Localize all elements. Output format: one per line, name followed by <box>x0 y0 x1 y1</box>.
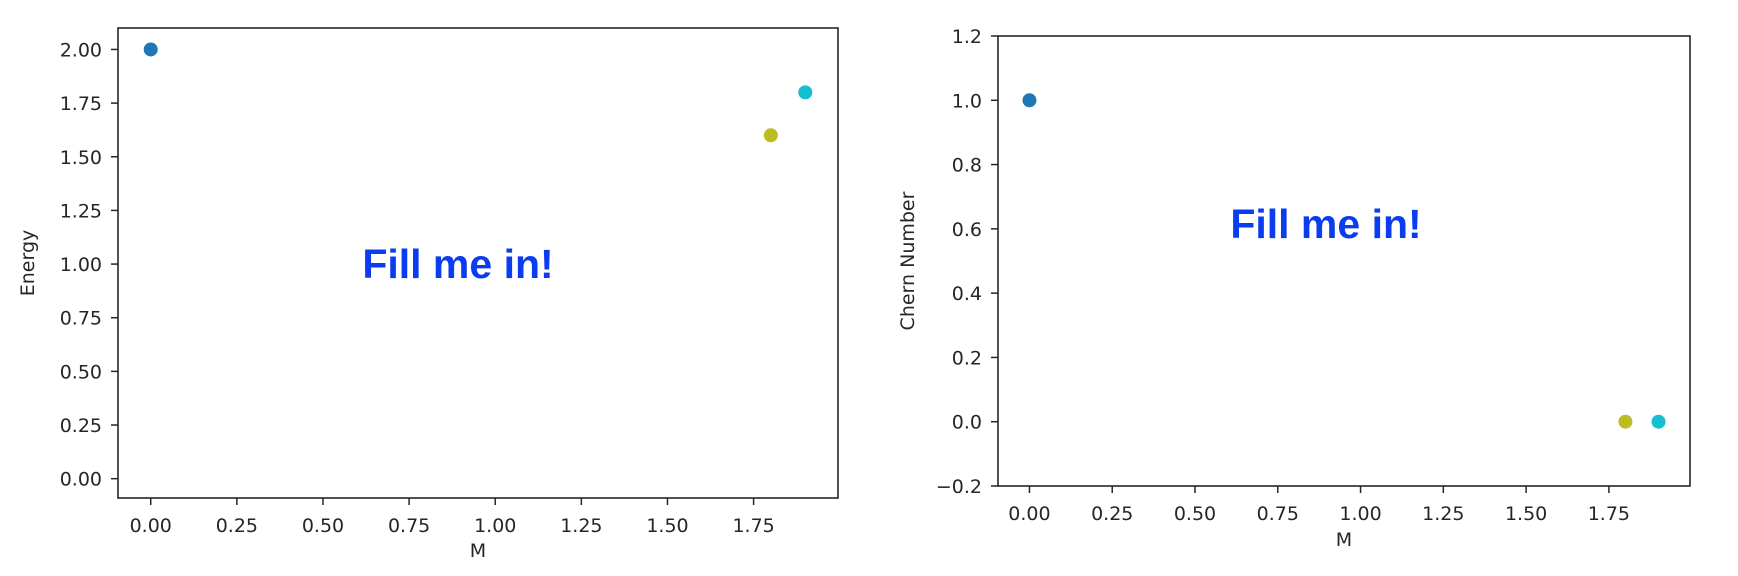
x-tick-label: 0.25 <box>216 515 258 537</box>
x-tick-label: 1.50 <box>646 515 688 537</box>
y-tick-label: 1.75 <box>60 93 102 115</box>
placeholder-annotation: Fill me in! <box>362 241 553 287</box>
data-point <box>1618 414 1633 429</box>
y-tick-label: 1.0 <box>952 90 982 112</box>
y-axis-label: Energy <box>17 230 39 297</box>
y-tick-label: 0.75 <box>60 308 102 330</box>
y-tick-label: 0.00 <box>60 469 102 491</box>
data-point <box>1651 414 1666 429</box>
x-tick-label: 0.75 <box>1257 503 1299 525</box>
y-tick-label: 1.25 <box>60 200 102 222</box>
y-tick-label: 1.50 <box>60 147 102 169</box>
x-axis-label: M <box>470 540 486 562</box>
x-tick-label: 1.75 <box>1588 503 1630 525</box>
y-tick-label: 0.25 <box>60 415 102 437</box>
plot-frame <box>117 27 839 499</box>
y-tick-label: 0.2 <box>952 347 982 369</box>
x-tick-label: 1.25 <box>560 515 602 537</box>
x-tick-label: 0.00 <box>1008 503 1050 525</box>
y-tick-label: −0.2 <box>936 476 982 498</box>
x-tick-label: 0.75 <box>388 515 430 537</box>
y-tick-label: 1.2 <box>952 26 982 48</box>
x-tick-label: 1.50 <box>1505 503 1547 525</box>
y-tick-label: 0.0 <box>952 412 982 434</box>
x-tick-label: 0.50 <box>1174 503 1216 525</box>
chart-1: 0.00 0.25 0.50 0.75 1.00 1.25 1.50 1.75 0.00 0.25… <box>17 27 839 562</box>
y-tick-label: 1.00 <box>60 254 102 276</box>
x-tick-label: 1.00 <box>1339 503 1381 525</box>
x-tick-label: 0.00 <box>130 515 172 537</box>
y-tick-label: 0.6 <box>952 219 982 241</box>
chart-2: 0.00 0.25 0.50 0.75 1.00 1.25 1.50 1.75 −0.2 0.0 0… <box>897 26 1691 551</box>
plot-frame <box>997 35 1691 487</box>
data-point <box>763 128 778 143</box>
x-tick-label: 0.50 <box>302 515 344 537</box>
x-tick-label: 1.00 <box>474 515 516 537</box>
y-axis-label: Chern Number <box>897 191 919 330</box>
x-tick-label: 1.75 <box>732 515 774 537</box>
y-tick-label: 0.4 <box>952 283 982 305</box>
y-tick-label: 0.8 <box>952 155 982 177</box>
x-tick-label: 0.25 <box>1091 503 1133 525</box>
placeholder-annotation: Fill me in! <box>1230 201 1421 247</box>
data-point <box>798 85 813 100</box>
data-point <box>143 42 158 57</box>
y-tick-label: 2.00 <box>60 39 102 61</box>
x-tick-label: 1.25 <box>1422 503 1464 525</box>
data-point <box>1022 93 1037 108</box>
x-axis-label: M <box>1336 529 1352 551</box>
y-tick-label: 0.50 <box>60 361 102 383</box>
